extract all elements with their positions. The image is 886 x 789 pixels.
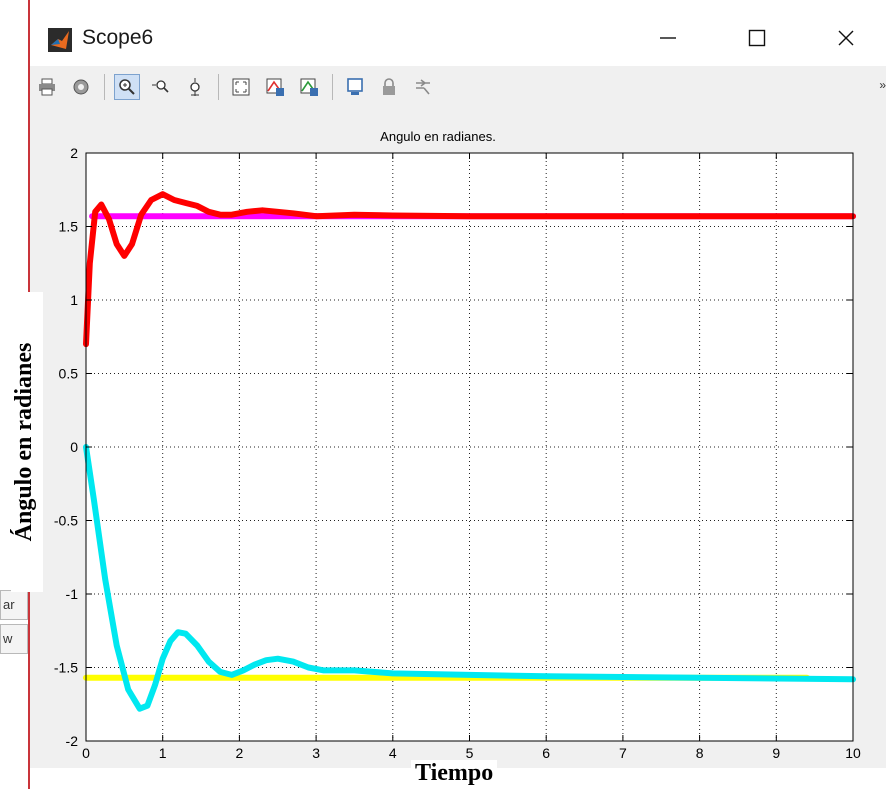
save-axes-button[interactable] <box>262 74 288 100</box>
y-tick-label: 1 <box>70 292 78 308</box>
y-tick-label: -2 <box>66 733 79 749</box>
chart-title: Angulo en radianes. <box>380 129 496 144</box>
matlab-icon <box>48 28 72 52</box>
x-tick-label: 6 <box>542 745 550 761</box>
restore-axes-button[interactable] <box>296 74 322 100</box>
print-icon <box>39 78 55 96</box>
x-tick-label: 4 <box>389 745 397 761</box>
restore-axes-icon <box>300 78 318 96</box>
toolbar-separator <box>332 74 333 100</box>
x-tick-label: 5 <box>466 745 474 761</box>
toolbar: » <box>30 66 886 109</box>
close-button[interactable] <box>816 16 876 60</box>
lock-button[interactable] <box>376 74 402 100</box>
series-line-3 <box>83 191 856 348</box>
zoom-y-button[interactable] <box>182 74 208 100</box>
floating-scope-icon <box>347 78 363 95</box>
x-tick-label: 9 <box>772 745 780 761</box>
plot-area <box>86 153 853 741</box>
toolbar-separator <box>218 74 219 100</box>
maximize-button[interactable] <box>727 16 787 60</box>
parameters-icon <box>73 79 89 95</box>
y-tick-label: -0.5 <box>54 513 78 529</box>
x-tick-label: 7 <box>619 745 627 761</box>
series-line-4 <box>83 444 856 712</box>
y-tick-label: -1.5 <box>54 660 78 676</box>
scope-window: Scope6 <box>30 0 886 768</box>
x-tick-label: 0 <box>82 745 90 761</box>
zoom-x-icon <box>152 80 169 93</box>
signal-selection-icon <box>416 79 430 95</box>
background-tab-2: w <box>0 624 28 654</box>
autoscale-button[interactable] <box>228 74 254 100</box>
parameters-button[interactable] <box>68 74 94 100</box>
scope-chart: 0 1 2 3 4 5 6 7 8 9 10 2 1.5 1 0.5 0 -0.5 -1 -1.5 -2 <box>54 145 861 761</box>
y-tick-label: 1.5 <box>59 219 79 235</box>
save-axes-icon <box>266 78 284 96</box>
zoom-y-icon <box>190 78 200 96</box>
y-tick-label: -1 <box>66 586 79 602</box>
minimize-icon <box>660 37 676 39</box>
toolbar-separator <box>104 74 105 100</box>
x-tick-label: 3 <box>312 745 320 761</box>
zoom-x-button[interactable] <box>148 74 174 100</box>
x-tick-label: 2 <box>236 745 244 761</box>
y-axis-label: Ángulo en radianes <box>11 292 43 592</box>
title-bar[interactable]: Scope6 <box>30 0 886 66</box>
print-button[interactable] <box>34 74 60 100</box>
figure-area: 0 1 2 3 4 5 6 7 8 9 10 2 1.5 1 0.5 0 -0.5 -1 -1.5 -2 <box>30 108 886 768</box>
x-tick-label: 8 <box>696 745 704 761</box>
y-tick-label: 0.5 <box>59 366 79 382</box>
y-tick-label: 2 <box>70 145 78 161</box>
zoom-icon <box>119 79 135 95</box>
maximize-icon <box>748 29 766 47</box>
minimize-button[interactable] <box>638 16 698 60</box>
floating-scope-button[interactable] <box>342 74 368 100</box>
lock-icon <box>383 78 395 95</box>
signal-selection-button[interactable] <box>410 74 436 100</box>
y-tick-label: 0 <box>70 439 78 455</box>
zoom-button[interactable] <box>114 74 140 100</box>
autoscale-icon <box>232 78 250 96</box>
window-title: Scope6 <box>82 26 154 49</box>
x-axis-label: Tiempo <box>411 760 498 787</box>
toolbar-overflow-button[interactable]: » <box>879 78 886 92</box>
background-tab-1: ar <box>0 590 28 620</box>
x-tick-label: 1 <box>159 745 167 761</box>
x-tick-label: 10 <box>845 745 861 761</box>
close-icon <box>838 30 854 46</box>
